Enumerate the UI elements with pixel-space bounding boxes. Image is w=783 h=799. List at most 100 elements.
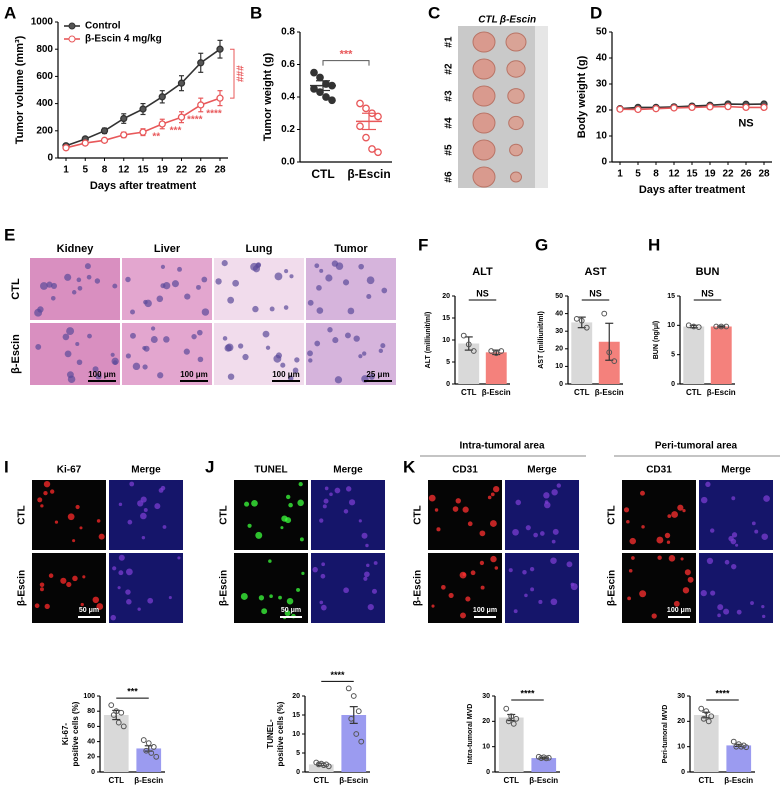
- photo-column-label: β-Escin: [499, 15, 536, 26]
- y-axis-label: Tumor volume (mm³): [14, 35, 26, 144]
- panel-letter: B: [250, 3, 262, 22]
- photo-column-label: CTL: [478, 15, 497, 26]
- group-title: Peri-tumoral area: [655, 441, 738, 452]
- x-tick-label: 5: [82, 165, 88, 176]
- y-axis-label: ALT (milliunit/ml): [425, 312, 432, 369]
- significance-bracket: [322, 60, 370, 66]
- y-tick-label: 0: [601, 157, 607, 168]
- significance-mark: ****: [206, 108, 222, 119]
- nucleus: [112, 360, 118, 365]
- signal: [494, 566, 499, 570]
- nucleus: [237, 343, 244, 349]
- y-axis-label: Ki-67-: [61, 723, 70, 746]
- y-tick-label: 0.2: [281, 124, 295, 135]
- nucleus: [201, 308, 210, 316]
- y-tick-label: 10: [292, 731, 300, 738]
- signal: [37, 497, 43, 503]
- scale-bar-label: 100 μm: [88, 370, 116, 379]
- signal: [489, 520, 497, 527]
- signal: [54, 520, 59, 524]
- signal: [363, 576, 368, 581]
- signal: [717, 613, 721, 618]
- signal: [319, 600, 324, 605]
- histology-column-label: Liver: [154, 243, 181, 255]
- legend-marker: [68, 22, 76, 30]
- tumor: [505, 32, 527, 52]
- bar: [693, 715, 719, 772]
- tumor: [509, 143, 523, 157]
- y-tick-label: 0: [91, 769, 95, 776]
- point: [216, 45, 224, 53]
- panel-letter: F: [418, 235, 428, 254]
- signal: [137, 607, 141, 611]
- point: [345, 685, 352, 692]
- y-tick-label: 10: [596, 131, 608, 142]
- signal: [367, 604, 374, 611]
- point: [460, 332, 467, 339]
- scale-bar-label: 100 μm: [667, 607, 691, 614]
- x-tick-label: 8: [653, 169, 659, 180]
- point: [350, 693, 357, 699]
- x-tick-label: 19: [157, 165, 169, 176]
- nucleus: [197, 329, 203, 336]
- signal: [436, 527, 441, 532]
- point: [81, 139, 89, 147]
- point: [120, 723, 127, 730]
- nucleus: [368, 374, 375, 380]
- bar: [710, 326, 732, 384]
- micrograph: [122, 323, 212, 385]
- panel-letter: A: [4, 3, 16, 22]
- x-tick-label: CTL: [108, 776, 124, 785]
- nucleus: [215, 278, 222, 285]
- bar: [598, 341, 620, 384]
- point: [695, 324, 702, 330]
- nucleus: [289, 274, 294, 279]
- nucleus: [110, 352, 115, 357]
- signal: [118, 570, 124, 576]
- bar: [498, 717, 524, 772]
- point: [118, 709, 125, 716]
- tumor: [472, 112, 496, 134]
- y-tick-label: 40: [87, 738, 95, 745]
- histology-column-label: Lung: [246, 243, 273, 255]
- nucleus: [358, 354, 363, 359]
- nucleus: [35, 343, 42, 350]
- fluor-row-label: CTL: [219, 505, 230, 524]
- y-axis-label: Tumor weight (g): [262, 52, 274, 141]
- y-tick-label: 5: [446, 359, 450, 366]
- y-tick-label: 600: [36, 71, 53, 82]
- point: [108, 702, 115, 709]
- signal: [761, 605, 765, 609]
- signal: [261, 608, 268, 615]
- point: [601, 310, 608, 317]
- point: [100, 136, 109, 144]
- y-tick-label: 0: [559, 381, 563, 388]
- signal: [480, 585, 485, 590]
- point: [177, 79, 186, 87]
- signal: [639, 590, 647, 598]
- point: [742, 103, 750, 112]
- nucleus: [262, 330, 270, 338]
- fluor-row-label: β-Escin: [607, 570, 618, 606]
- tumor-photo: [458, 26, 548, 188]
- nucleus: [196, 284, 201, 290]
- signal: [467, 521, 473, 527]
- signal: [680, 557, 684, 561]
- signal: [361, 532, 368, 539]
- signal: [79, 526, 83, 530]
- nucleus: [77, 285, 83, 291]
- signal: [551, 489, 558, 496]
- signal: [763, 495, 770, 502]
- point: [760, 103, 768, 112]
- nucleus: [319, 268, 324, 273]
- scale-bar-label: 100 μm: [180, 370, 208, 379]
- bar: [531, 758, 557, 772]
- signal: [490, 555, 497, 563]
- point: [470, 348, 477, 354]
- point: [488, 348, 495, 354]
- nucleus: [160, 283, 166, 289]
- nucleus: [94, 278, 101, 284]
- legend-label: β-Escin 4 mg/kg: [85, 34, 162, 45]
- signal: [441, 584, 446, 590]
- significance-mark: **: [152, 131, 160, 142]
